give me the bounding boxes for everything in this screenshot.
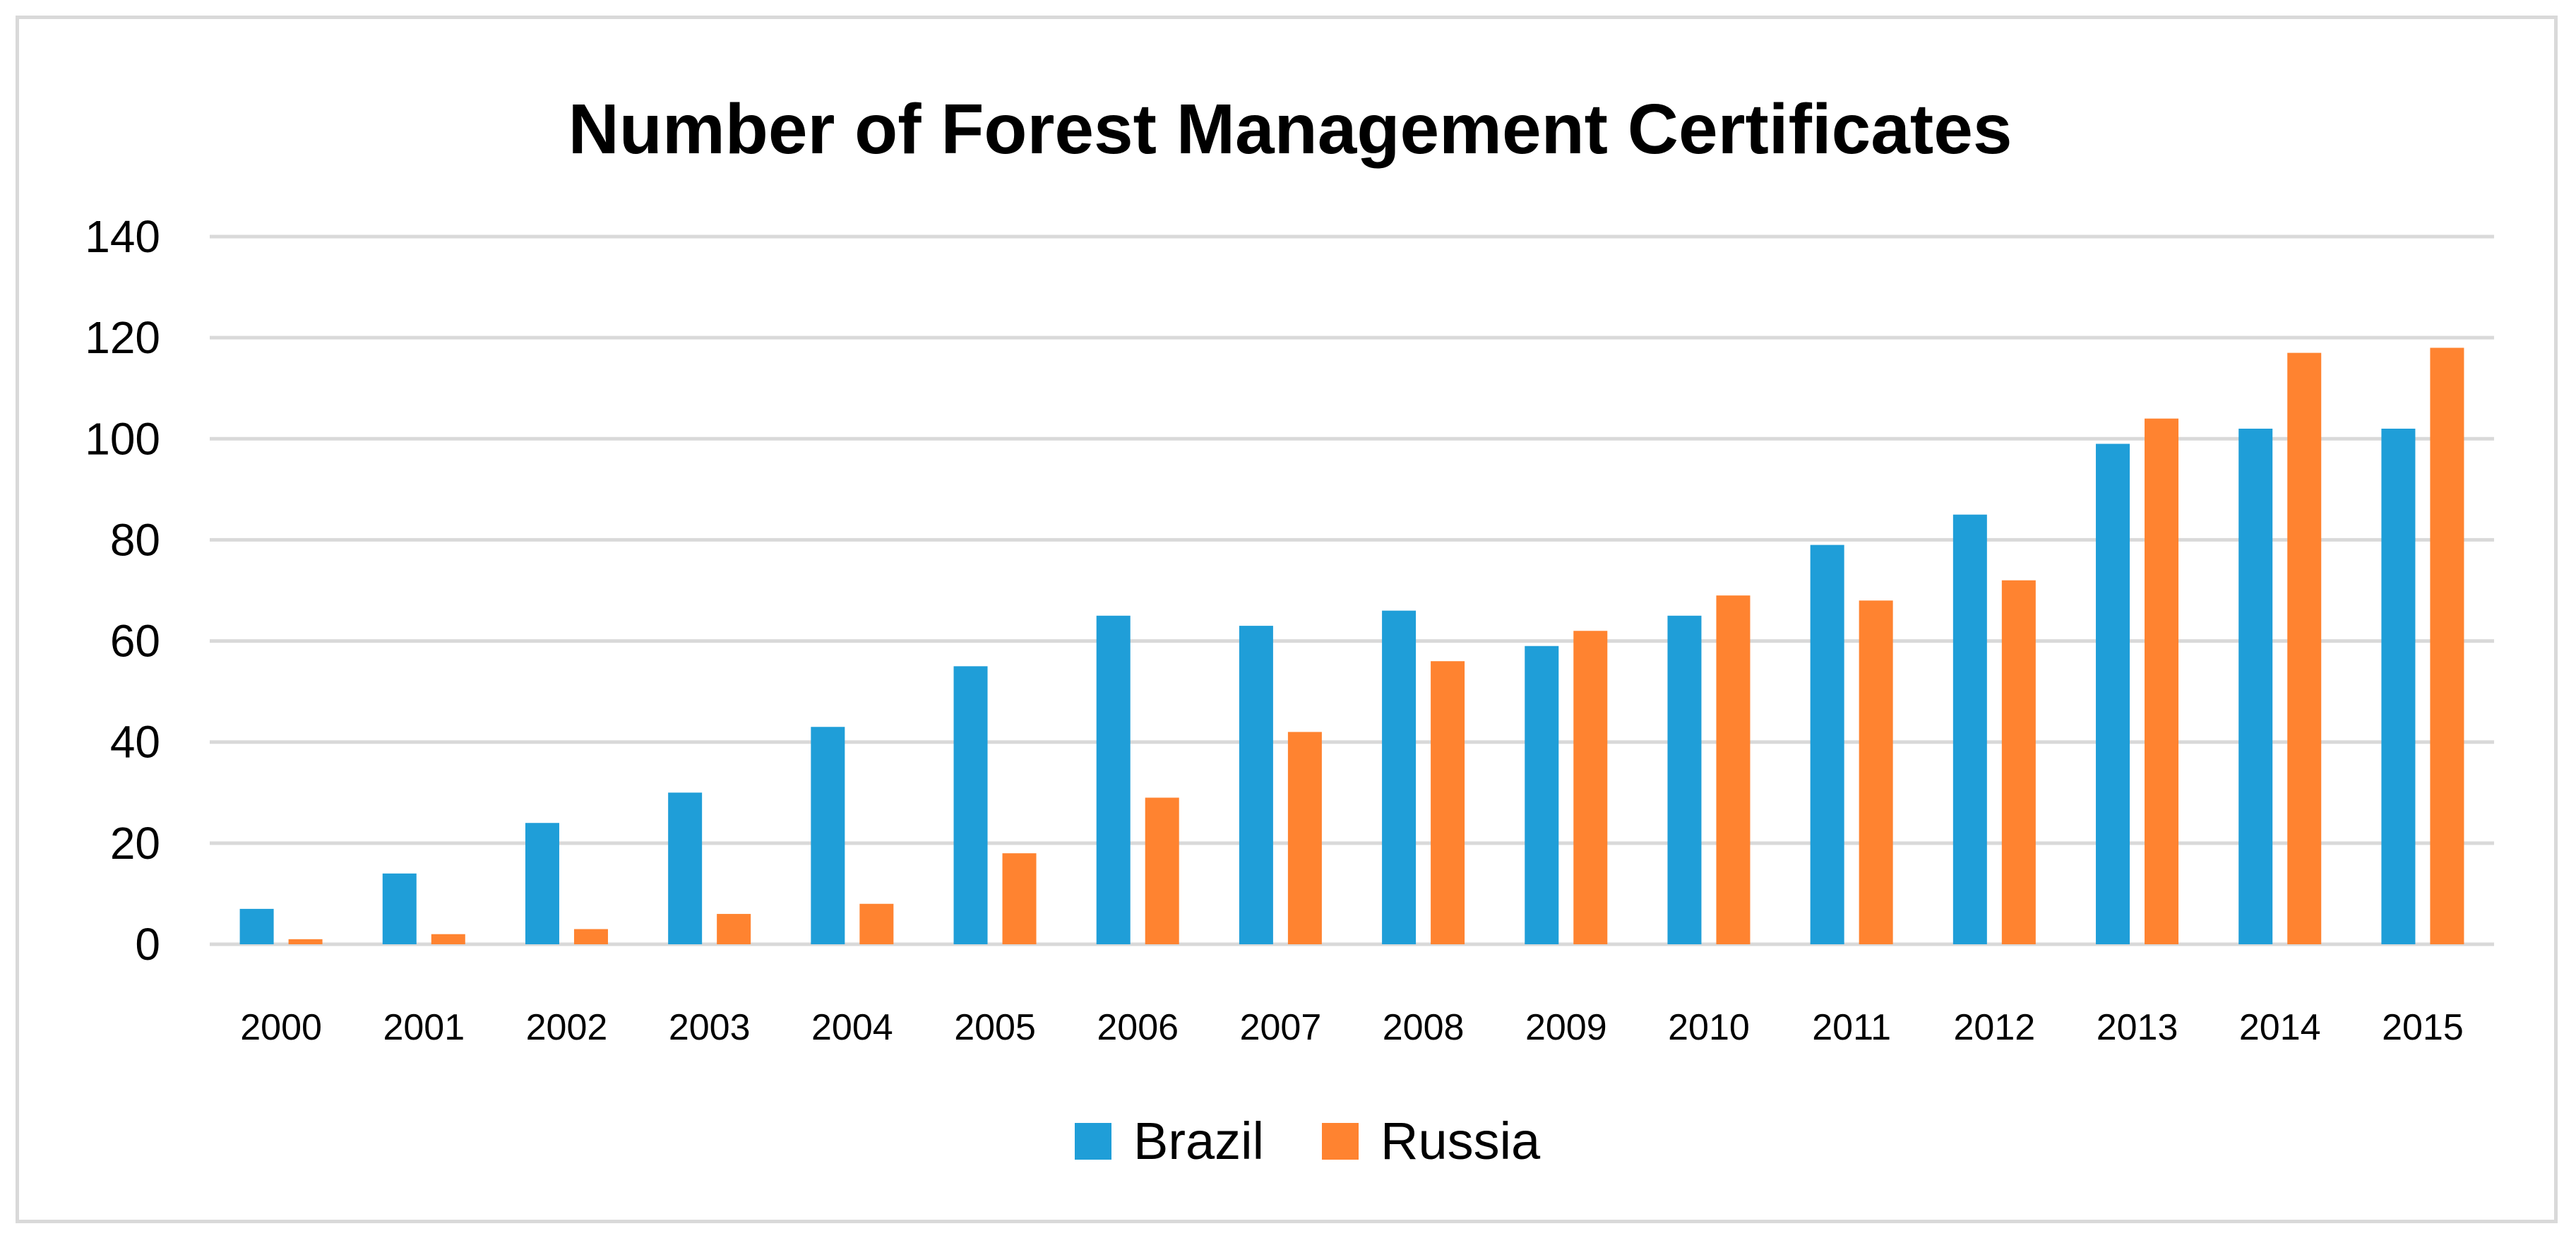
bar-russia-2006 [1145, 797, 1179, 944]
bar-russia-2003 [717, 914, 751, 944]
y-axis-tick-labels: 0 20 40 60 80 100 120 140 [85, 211, 160, 970]
bar-russia-2001 [431, 934, 465, 944]
x-tick-label: 2013 [2097, 1007, 2178, 1048]
bar-brazil-2013 [2096, 444, 2130, 944]
y-tick-label: 100 [85, 413, 160, 464]
bar-brazil-2009 [1525, 646, 1559, 944]
legend-label-russia: Russia [1381, 1112, 1541, 1170]
x-tick-label: 2009 [1525, 1007, 1607, 1048]
bar-brazil-2012 [1952, 514, 1987, 944]
bar-russia-2005 [1002, 853, 1037, 944]
bar-russia-2015 [2430, 347, 2464, 944]
bars [239, 347, 2464, 945]
chart-frame: Number of Forest Management Certificates… [16, 16, 2558, 1223]
x-tick-label: 2005 [954, 1007, 1036, 1048]
bar-brazil-2011 [1810, 545, 1844, 944]
bar-brazil-2006 [1096, 615, 1131, 944]
bar-russia-2011 [1859, 600, 1893, 944]
bar-brazil-2003 [668, 792, 703, 944]
bar-brazil-2004 [811, 727, 845, 944]
legend-label-brazil: Brazil [1133, 1112, 1264, 1170]
bar-chart: Number of Forest Management Certificates… [85, 90, 2494, 1170]
bar-russia-2013 [2145, 418, 2179, 944]
y-tick-label: 0 [135, 919, 160, 970]
y-tick-label: 120 [85, 312, 160, 363]
bar-brazil-2008 [1382, 610, 1417, 944]
x-tick-label: 2000 [240, 1007, 322, 1048]
bar-brazil-2014 [2238, 428, 2273, 944]
x-tick-label: 2014 [2239, 1007, 2321, 1048]
bar-brazil-2002 [525, 823, 559, 944]
bar-brazil-2000 [239, 908, 274, 944]
bar-brazil-2010 [1667, 615, 1702, 944]
x-tick-label: 2007 [1240, 1007, 1322, 1048]
x-tick-label: 2003 [669, 1007, 751, 1048]
x-tick-label: 2011 [1812, 1007, 1891, 1048]
x-tick-label: 2006 [1097, 1007, 1179, 1048]
x-tick-label: 2012 [1954, 1007, 2036, 1048]
chart-title: Number of Forest Management Certificates [568, 90, 2012, 169]
bar-brazil-2015 [2381, 428, 2416, 944]
x-tick-label: 2008 [1383, 1007, 1465, 1048]
gridlines [210, 234, 2494, 946]
bar-russia-2012 [2001, 580, 2036, 944]
y-tick-label: 20 [110, 818, 160, 869]
bar-russia-2014 [2287, 352, 2322, 945]
bar-russia-2010 [1716, 595, 1751, 944]
y-tick-label: 60 [110, 616, 160, 667]
bar-russia-2009 [1573, 631, 1608, 944]
legend-swatch-russia [1322, 1123, 1359, 1160]
x-tick-label: 2010 [1668, 1007, 1750, 1048]
bar-russia-2000 [288, 939, 323, 944]
bar-russia-2004 [859, 903, 894, 944]
x-tick-label: 2002 [526, 1007, 608, 1048]
bar-brazil-2005 [953, 666, 988, 944]
x-tick-label: 2015 [2382, 1007, 2464, 1048]
bar-russia-2007 [1287, 732, 1322, 944]
x-axis-tick-labels: 2000 2001 2002 2003 2004 2005 2006 2007 2008 2009… [240, 1007, 2464, 1048]
legend-swatch-brazil [1075, 1123, 1111, 1160]
x-tick-label: 2001 [383, 1007, 465, 1048]
bar-brazil-2007 [1239, 626, 1273, 944]
bar-russia-2008 [1431, 661, 1465, 944]
y-tick-label: 40 [110, 717, 160, 768]
y-tick-label: 140 [85, 211, 160, 262]
legend: Brazil Russia [1075, 1112, 1541, 1170]
y-tick-label: 80 [110, 514, 160, 565]
x-tick-label: 2004 [811, 1007, 893, 1048]
bar-russia-2002 [573, 929, 608, 944]
bar-brazil-2001 [382, 873, 417, 944]
